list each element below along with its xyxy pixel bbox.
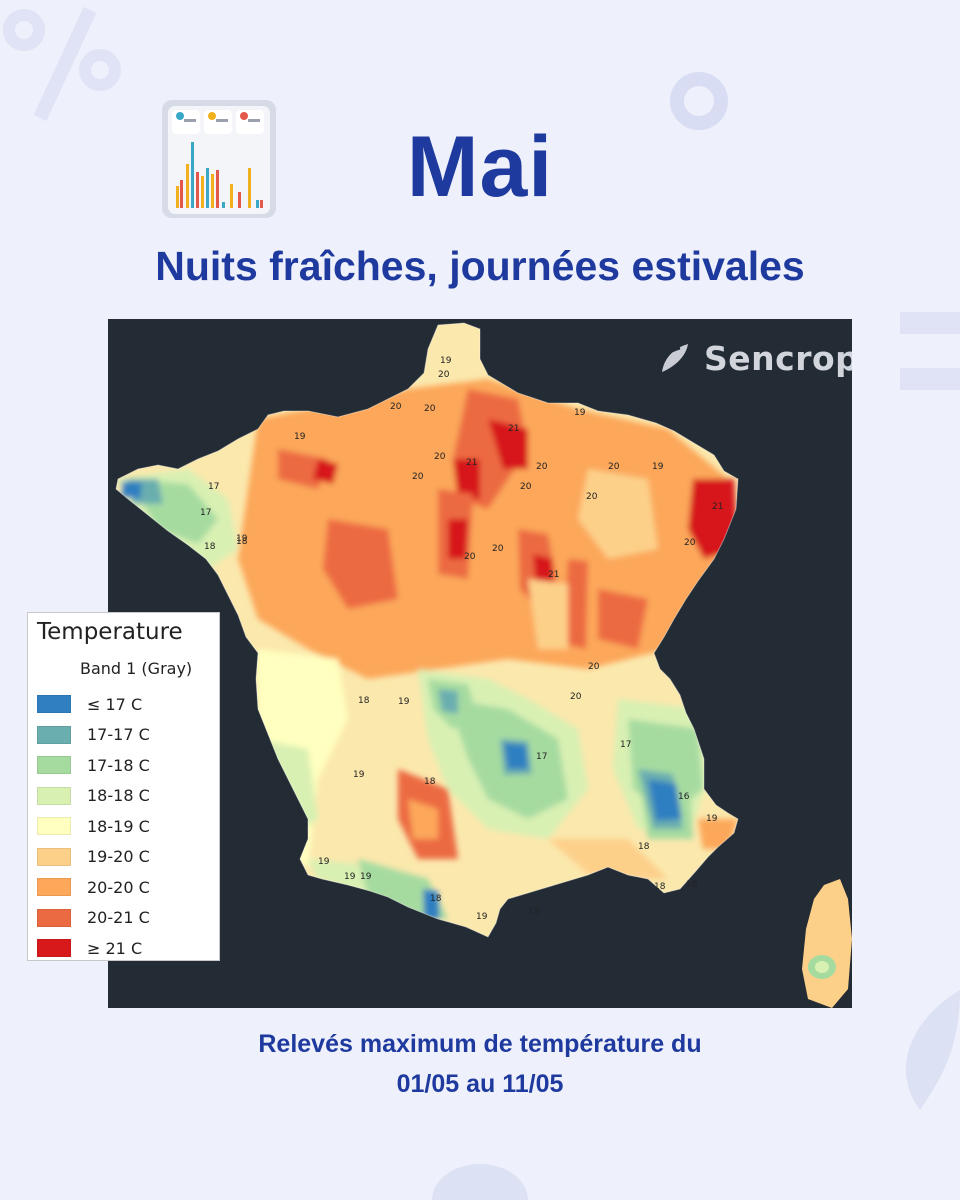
- legend-swatch: [37, 939, 71, 958]
- sencrop-brand-text: Sencrop: [704, 338, 852, 378]
- legend-item: ≥ 21 C: [37, 933, 150, 964]
- legend-swatch: [37, 786, 71, 805]
- contour-label: 18: [638, 842, 650, 852]
- contour-label: 19: [360, 872, 372, 882]
- legend-swatch: [37, 847, 71, 866]
- contour-label: 20: [608, 462, 620, 472]
- legend-item: 18-18 C: [37, 781, 150, 812]
- contour-label: 17: [200, 508, 211, 518]
- contour-label: 19: [398, 697, 410, 707]
- leaf-decoration-icon: [905, 990, 960, 1110]
- contour-label: 19: [476, 912, 488, 922]
- sencrop-logo: Sencrop: [656, 335, 852, 381]
- contour-label: 17: [536, 752, 547, 762]
- contour-label: 20: [520, 482, 532, 492]
- contour-label: 19: [294, 432, 306, 442]
- contour-label: 18: [686, 880, 698, 890]
- contour-label: 17: [620, 740, 631, 750]
- legend-label: 18-18 C: [87, 786, 150, 806]
- legend-swatch: [37, 817, 71, 836]
- contour-label: 19: [528, 907, 540, 917]
- contour-label: 21: [508, 424, 519, 434]
- contour-label: 19: [440, 356, 452, 366]
- legend-swatch: [37, 908, 71, 927]
- legend-item: 19-20 C: [37, 842, 150, 873]
- legend-item: 18-19 C: [37, 811, 150, 842]
- sencrop-leaf-icon: [658, 344, 692, 376]
- percent-decoration-icon: [3, 7, 121, 121]
- legend-label: ≥ 21 C: [87, 938, 143, 958]
- legend-label: 19-20 C: [87, 847, 150, 867]
- contour-label: 19: [236, 534, 248, 544]
- contour-label: 20: [424, 404, 436, 414]
- legend-swatch: [37, 878, 71, 897]
- map-legend: Temperature Band 1 (Gray) ≤ 17 C 17-17 C 1…: [27, 612, 220, 961]
- contour-label: 20: [536, 462, 548, 472]
- contour-label: 18: [204, 542, 216, 552]
- equals-decoration-icon: [900, 312, 960, 390]
- contour-label: 18: [430, 894, 442, 904]
- contour-label: 20: [390, 402, 402, 412]
- contour-label: 20: [434, 452, 446, 462]
- contour-label: 17: [208, 482, 219, 492]
- legend-label: 17-18 C: [87, 755, 150, 775]
- legend-swatch: [37, 725, 71, 744]
- contour-label: 18: [236, 537, 248, 547]
- contour-labels: 1717181818181819191919191919191919191920…: [200, 356, 723, 922]
- contour-label: 21: [466, 458, 477, 468]
- legend-items: ≤ 17 C 17-17 C 17-18 C 18-18 C 18-19 C 19-20 …: [37, 689, 150, 964]
- contour-label: 19: [574, 408, 586, 418]
- legend-swatch: [37, 695, 71, 714]
- contour-label: 20: [586, 492, 598, 502]
- legend-label: 17-17 C: [87, 725, 150, 745]
- legend-item: 17-18 C: [37, 750, 150, 781]
- contour-label: 19: [318, 857, 330, 867]
- contour-label: 20: [412, 472, 424, 482]
- page-subtitle: Nuits fraîches, journées estivales: [155, 243, 805, 289]
- contour-label: 18: [654, 882, 666, 892]
- contour-label: 16: [678, 792, 690, 802]
- contour-label: 19: [344, 872, 356, 882]
- contour-label: 20: [588, 662, 600, 672]
- contour-label: 19: [652, 462, 664, 472]
- legend-band-label: Band 1 (Gray): [80, 659, 193, 678]
- contour-label: 19: [706, 814, 718, 824]
- page-title: Mai: [406, 119, 554, 215]
- legend-label: ≤ 17 C: [87, 694, 143, 714]
- bubble-decoration-icon: [432, 1164, 528, 1200]
- contour-label: 20: [464, 552, 476, 562]
- caption-line-2: 01/05 au 11/05: [396, 1070, 564, 1098]
- contour-label: 20: [570, 692, 582, 702]
- legend-item: 20-21 C: [37, 903, 150, 934]
- legend-label: 20-20 C: [87, 877, 150, 897]
- corsica-island: [802, 879, 852, 1008]
- contour-label: 20: [492, 544, 504, 554]
- legend-item: ≤ 17 C: [37, 689, 150, 720]
- legend-title: Temperature: [37, 619, 183, 645]
- contour-label: 18: [358, 696, 370, 706]
- legend-item: 20-20 C: [37, 872, 150, 903]
- map-caption: Relevés maximum de température du 01/05 …: [0, 1024, 960, 1104]
- caption-line-1: Relevés maximum de température du: [258, 1030, 702, 1058]
- contour-label: 20: [684, 538, 696, 548]
- contour-label: 20: [438, 370, 450, 380]
- legend-label: 18-19 C: [87, 816, 150, 836]
- dashboard-chart-icon: [162, 100, 276, 218]
- contour-label: 21: [712, 502, 723, 512]
- legend-item: 17-17 C: [37, 720, 150, 751]
- contour-label: 19: [353, 770, 365, 780]
- contour-label: 18: [424, 777, 436, 787]
- contour-label: 21: [548, 570, 559, 580]
- circle-decoration-icon: [670, 72, 728, 130]
- legend-swatch: [37, 756, 71, 775]
- legend-label: 20-21 C: [87, 908, 150, 928]
